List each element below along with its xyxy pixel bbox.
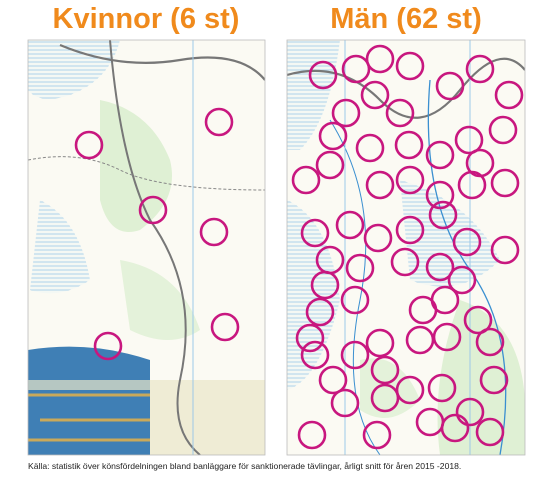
control-circle (490, 235, 520, 265)
control-circle (452, 227, 482, 257)
control-circle (345, 253, 375, 283)
control-circle (427, 373, 457, 403)
control-circle (199, 217, 229, 247)
control-circle (490, 168, 520, 198)
control-circle (360, 80, 390, 110)
panel-title: Män (62 st) (330, 3, 481, 35)
control-circle (362, 420, 392, 450)
control-circle (455, 397, 485, 427)
source-note: Källa: statistik över könsfördelningen b… (28, 461, 461, 471)
control-circle (395, 165, 425, 195)
control-circle (394, 130, 424, 160)
control-circle (463, 305, 493, 335)
control-circle (395, 51, 425, 81)
control-circle (428, 200, 458, 230)
control-circle (340, 340, 370, 370)
control-circle (457, 170, 487, 200)
control-circle (494, 80, 524, 110)
control-circle (370, 355, 400, 385)
control-circle (300, 340, 330, 370)
control-circle (425, 180, 455, 210)
control-circle (479, 365, 509, 395)
control-circle (308, 60, 338, 90)
control-circle (408, 295, 438, 325)
control-circle (365, 44, 395, 74)
control-circle (291, 165, 321, 195)
control-circle (331, 98, 361, 128)
control-circle (355, 133, 385, 163)
control-circle (315, 150, 345, 180)
control-circle (318, 121, 348, 151)
control-circle (204, 107, 234, 137)
control-circle (435, 71, 465, 101)
control-circles (74, 44, 524, 450)
map-left (28, 40, 265, 455)
control-circle (310, 270, 340, 300)
control-circle (465, 54, 495, 84)
control-circle (210, 312, 240, 342)
control-circle (295, 323, 325, 353)
control-circle (488, 115, 518, 145)
control-circle (395, 215, 425, 245)
control-circle (370, 383, 400, 413)
control-circle (365, 328, 395, 358)
control-circle (341, 54, 371, 84)
control-circle (363, 223, 393, 253)
control-circle (385, 98, 415, 128)
control-circle (340, 285, 370, 315)
control-circle (447, 265, 477, 295)
control-circle (305, 297, 335, 327)
control-circle (425, 252, 455, 282)
panel-title: Kvinnor (6 st) (53, 3, 240, 35)
control-circle (475, 327, 505, 357)
control-circle (318, 365, 348, 395)
control-circle (395, 375, 425, 405)
control-circle (74, 130, 104, 160)
control-circle (297, 420, 327, 450)
control-circle (93, 331, 123, 361)
control-circle (475, 417, 505, 447)
control-circle (365, 170, 395, 200)
control-circle (330, 388, 360, 418)
control-circle (390, 247, 420, 277)
control-circle (138, 195, 168, 225)
control-circle (425, 140, 455, 170)
control-circle (300, 218, 330, 248)
control-circle (440, 413, 470, 443)
control-circle (432, 322, 462, 352)
control-circle (405, 325, 435, 355)
control-circle (454, 125, 484, 155)
control-circle (335, 210, 365, 240)
